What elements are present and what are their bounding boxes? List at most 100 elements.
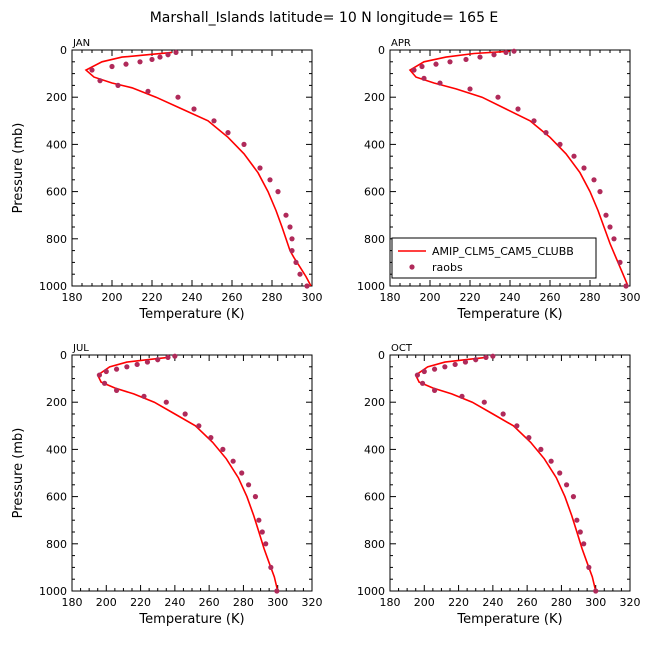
x-tick-label: 220 (142, 291, 163, 304)
x-tick-label: 220 (460, 291, 481, 304)
raobs-point (500, 411, 506, 417)
raobs-point (101, 380, 108, 386)
raobs-point (421, 75, 427, 81)
panel-apr: 180 200 220 240 260 280 300 0 200 400 600 800 1000 Te… (357, 38, 641, 322)
raobs-point (581, 165, 587, 171)
raobs-point (115, 82, 121, 88)
panel-oct: 180 200 220 240 260 280 300 320 0 200 400 600 800 100… (357, 343, 641, 627)
raobs-point (481, 399, 487, 405)
legend-box (391, 237, 597, 279)
x-tick-label: 240 (182, 291, 203, 304)
raobs-point (563, 482, 570, 488)
raobs-point (208, 435, 214, 441)
legend-model-label: AMIP_CLM5_CAM5_CLUBB (432, 245, 574, 258)
raobs-point (431, 366, 438, 372)
raobs-point (220, 446, 226, 452)
raobs-point (591, 177, 597, 183)
raobs-point (268, 564, 274, 571)
raobs-point (123, 61, 129, 67)
y-tick-label: 0 (378, 349, 385, 362)
legend-obs-swatch (409, 264, 415, 270)
raobs-point (113, 387, 120, 393)
raobs-point (134, 361, 140, 368)
raobs-point (597, 189, 603, 195)
panel-label: JUL (72, 343, 89, 354)
raobs-point (463, 56, 469, 63)
raobs-point (245, 482, 252, 488)
y-tick-label: 0 (60, 44, 67, 57)
y-tick-label: 800 (46, 233, 67, 246)
raobs-point (145, 88, 151, 94)
y-tick-label: 200 (46, 91, 67, 104)
x-axis-label: Temperature (K) (456, 612, 562, 627)
raobs-point (437, 80, 443, 86)
raobs-point (483, 354, 489, 360)
raobs-point (617, 259, 623, 265)
x-tick-label: 200 (96, 596, 117, 609)
raobs-point (433, 61, 439, 67)
raobs-point (275, 189, 281, 195)
raobs-point (603, 212, 609, 218)
raobs-point (421, 368, 427, 375)
y-tick-label: 600 (364, 491, 385, 504)
raobs-point (155, 357, 161, 363)
x-tick-label: 300 (267, 596, 288, 609)
raobs-point (293, 259, 299, 265)
raobs-point (256, 517, 262, 523)
plot-frame (71, 49, 313, 287)
y-tick-label: 600 (46, 491, 67, 504)
raobs-point (586, 564, 592, 571)
raobs-point (141, 393, 147, 399)
x-tick-label: 300 (302, 291, 323, 304)
x-tick-label: 220 (130, 596, 151, 609)
x-tick-label: 180 (380, 596, 401, 609)
raobs-point (144, 359, 151, 365)
raobs-point (526, 435, 532, 441)
raobs-point (289, 248, 295, 254)
raobs-point (196, 423, 202, 429)
raobs-point (259, 529, 265, 535)
raobs-point (543, 130, 549, 136)
model-line (96, 356, 279, 591)
raobs-point (157, 54, 163, 60)
raobs-point (109, 63, 115, 70)
raobs-point (124, 364, 130, 370)
x-tick-label: 320 (620, 596, 641, 609)
y-tick-label: 1000 (357, 585, 385, 598)
raobs-point (531, 118, 537, 124)
raobs-point (459, 393, 465, 399)
raobs-point (419, 63, 425, 70)
y-tick-label: 200 (364, 396, 385, 409)
x-tick-label: 260 (540, 291, 561, 304)
raobs-point (477, 54, 483, 60)
x-tick-label: 180 (62, 291, 83, 304)
raobs-point (175, 94, 181, 100)
raobs-point (491, 52, 497, 58)
x-tick-label: 280 (551, 596, 572, 609)
y-tick-label: 200 (364, 91, 385, 104)
y-tick-label: 400 (46, 443, 67, 456)
y-tick-label: 400 (364, 443, 385, 456)
y-tick-label: 800 (364, 538, 385, 551)
raobs-point (97, 78, 103, 84)
x-axis-label: Temperature (K) (138, 307, 244, 322)
raobs-point (467, 86, 473, 92)
legend-obs-label: raobs (432, 261, 463, 274)
raobs-point (574, 517, 580, 523)
raobs-point (283, 212, 289, 218)
x-tick-label: 200 (414, 596, 435, 609)
x-tick-label: 260 (222, 291, 243, 304)
model-line (408, 50, 629, 286)
raobs-point (304, 283, 310, 289)
x-tick-label: 280 (262, 291, 283, 304)
raobs-point (514, 423, 520, 429)
raobs-point (411, 67, 417, 73)
raobs-point (241, 141, 247, 147)
y-tick-label: 800 (364, 233, 385, 246)
raobs-point (239, 470, 245, 476)
raobs-point (182, 411, 188, 417)
raobs-point (165, 354, 171, 360)
y-tick-label: 600 (364, 186, 385, 199)
x-tick-label: 280 (580, 291, 601, 304)
